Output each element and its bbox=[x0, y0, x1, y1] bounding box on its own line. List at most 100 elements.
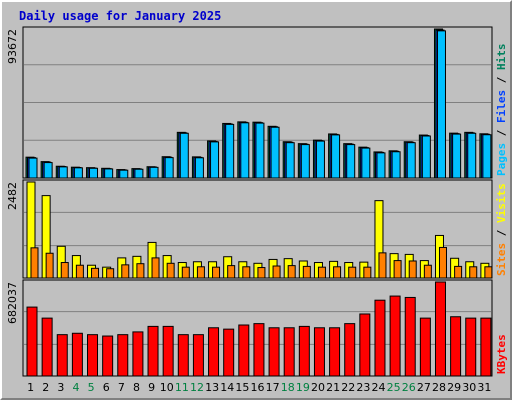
x-tick-label: 25 bbox=[387, 381, 401, 394]
bar-pages bbox=[406, 142, 416, 179]
bar-sites bbox=[136, 263, 145, 279]
bar-kbytes bbox=[313, 327, 325, 377]
x-tick-label: 13 bbox=[205, 381, 219, 394]
bar-pages bbox=[240, 122, 250, 179]
legend-files: Files bbox=[495, 90, 508, 123]
legend-separator: / bbox=[495, 70, 508, 90]
x-tick-label: 9 bbox=[148, 381, 155, 394]
bar-kbytes bbox=[434, 281, 446, 377]
bar-kbytes bbox=[102, 335, 114, 377]
x-tick-label: 14 bbox=[220, 381, 234, 394]
bar-pages bbox=[482, 134, 492, 179]
bar-pages bbox=[315, 140, 325, 179]
bar-kbytes bbox=[298, 325, 310, 377]
legend-label: Pages / Files / Hits bbox=[495, 44, 508, 177]
bar-pages bbox=[149, 166, 159, 179]
y-max-label: 2482 bbox=[6, 182, 19, 210]
bar-kbytes bbox=[238, 324, 250, 377]
bar-kbytes bbox=[223, 328, 235, 377]
x-tick-label: 1 bbox=[27, 381, 34, 394]
bar-kbytes bbox=[389, 295, 401, 377]
x-tick-label: 18 bbox=[281, 381, 295, 394]
x-tick-label: 29 bbox=[447, 381, 461, 394]
bar-kbytes bbox=[162, 325, 174, 377]
bar-pages bbox=[194, 157, 204, 179]
legend-separator: / bbox=[495, 223, 508, 243]
bar-kbytes bbox=[177, 334, 189, 377]
bar-sites bbox=[196, 266, 205, 279]
bar-kbytes bbox=[465, 317, 477, 377]
bar-kbytes bbox=[283, 327, 295, 377]
x-tick-label: 22 bbox=[341, 381, 355, 394]
x-tick-label: 17 bbox=[266, 381, 280, 394]
bar-pages bbox=[346, 144, 356, 179]
bar-kbytes bbox=[268, 327, 280, 377]
bar-sites bbox=[272, 265, 281, 279]
bar-sites bbox=[393, 260, 402, 279]
bar-pages bbox=[452, 133, 462, 179]
bar-kbytes bbox=[208, 327, 220, 377]
bar-sites bbox=[454, 265, 463, 279]
bar-kbytes bbox=[404, 296, 416, 377]
bar-pages bbox=[179, 132, 189, 179]
legend-pages: Pages bbox=[495, 143, 508, 176]
bar-sites bbox=[121, 264, 130, 279]
x-tick-label: 20 bbox=[311, 381, 325, 394]
bar-kbytes bbox=[56, 334, 68, 377]
bar-sites bbox=[287, 265, 296, 279]
bar-pages bbox=[134, 168, 144, 179]
bar-sites bbox=[60, 262, 69, 279]
bar-sites bbox=[484, 266, 493, 279]
bar-pages bbox=[89, 167, 99, 179]
bar-pages bbox=[391, 151, 401, 179]
bar-pages bbox=[104, 168, 114, 179]
bar-sites bbox=[166, 262, 175, 279]
x-tick-label: 3 bbox=[57, 381, 64, 394]
bar-sites bbox=[438, 246, 447, 279]
bar-sites bbox=[227, 265, 236, 279]
x-tick-label: 10 bbox=[160, 381, 174, 394]
bar-pages bbox=[58, 166, 68, 179]
bar-pages bbox=[436, 30, 446, 179]
bar-kbytes bbox=[374, 299, 386, 377]
bar-pages bbox=[225, 123, 235, 179]
bar-kbytes bbox=[26, 306, 38, 377]
bar-sites bbox=[30, 247, 39, 279]
legend-visits: Visits bbox=[495, 183, 508, 223]
bar-pages bbox=[421, 135, 431, 179]
legend-sites: Sites bbox=[495, 243, 508, 276]
bar-kbytes bbox=[132, 331, 144, 377]
bar-pages bbox=[467, 132, 477, 179]
bar-kbytes bbox=[450, 316, 462, 377]
bar-pages bbox=[361, 147, 371, 179]
bar-kbytes bbox=[147, 325, 159, 377]
chart-title: Daily usage for January 2025 bbox=[19, 9, 222, 23]
x-tick-label: 21 bbox=[326, 381, 340, 394]
bar-pages bbox=[285, 142, 295, 179]
bar-kbytes bbox=[192, 334, 204, 377]
legend-label: KBytes bbox=[495, 334, 508, 374]
bar-sites bbox=[106, 268, 115, 279]
bar-sites bbox=[181, 266, 190, 279]
bar-sites bbox=[75, 264, 84, 279]
x-tick-label: 6 bbox=[103, 381, 110, 394]
bar-pages bbox=[28, 157, 38, 179]
bar-pages bbox=[376, 152, 386, 179]
legend-kbytes: KBytes bbox=[495, 334, 508, 374]
bar-kbytes bbox=[87, 334, 99, 377]
x-tick-label: 2 bbox=[42, 381, 49, 394]
bar-sites bbox=[423, 264, 432, 279]
bar-pages bbox=[270, 126, 280, 179]
x-tick-label: 28 bbox=[432, 381, 446, 394]
y-max-label: 682037 bbox=[6, 282, 19, 324]
bar-kbytes bbox=[117, 334, 129, 377]
x-tick-label: 15 bbox=[235, 381, 249, 394]
x-tick-label: 5 bbox=[88, 381, 95, 394]
bar-sites bbox=[242, 266, 251, 279]
bar-sites bbox=[408, 260, 417, 279]
bar-pages bbox=[210, 141, 220, 179]
bar-kbytes bbox=[329, 327, 341, 377]
x-tick-label: 7 bbox=[118, 381, 125, 394]
